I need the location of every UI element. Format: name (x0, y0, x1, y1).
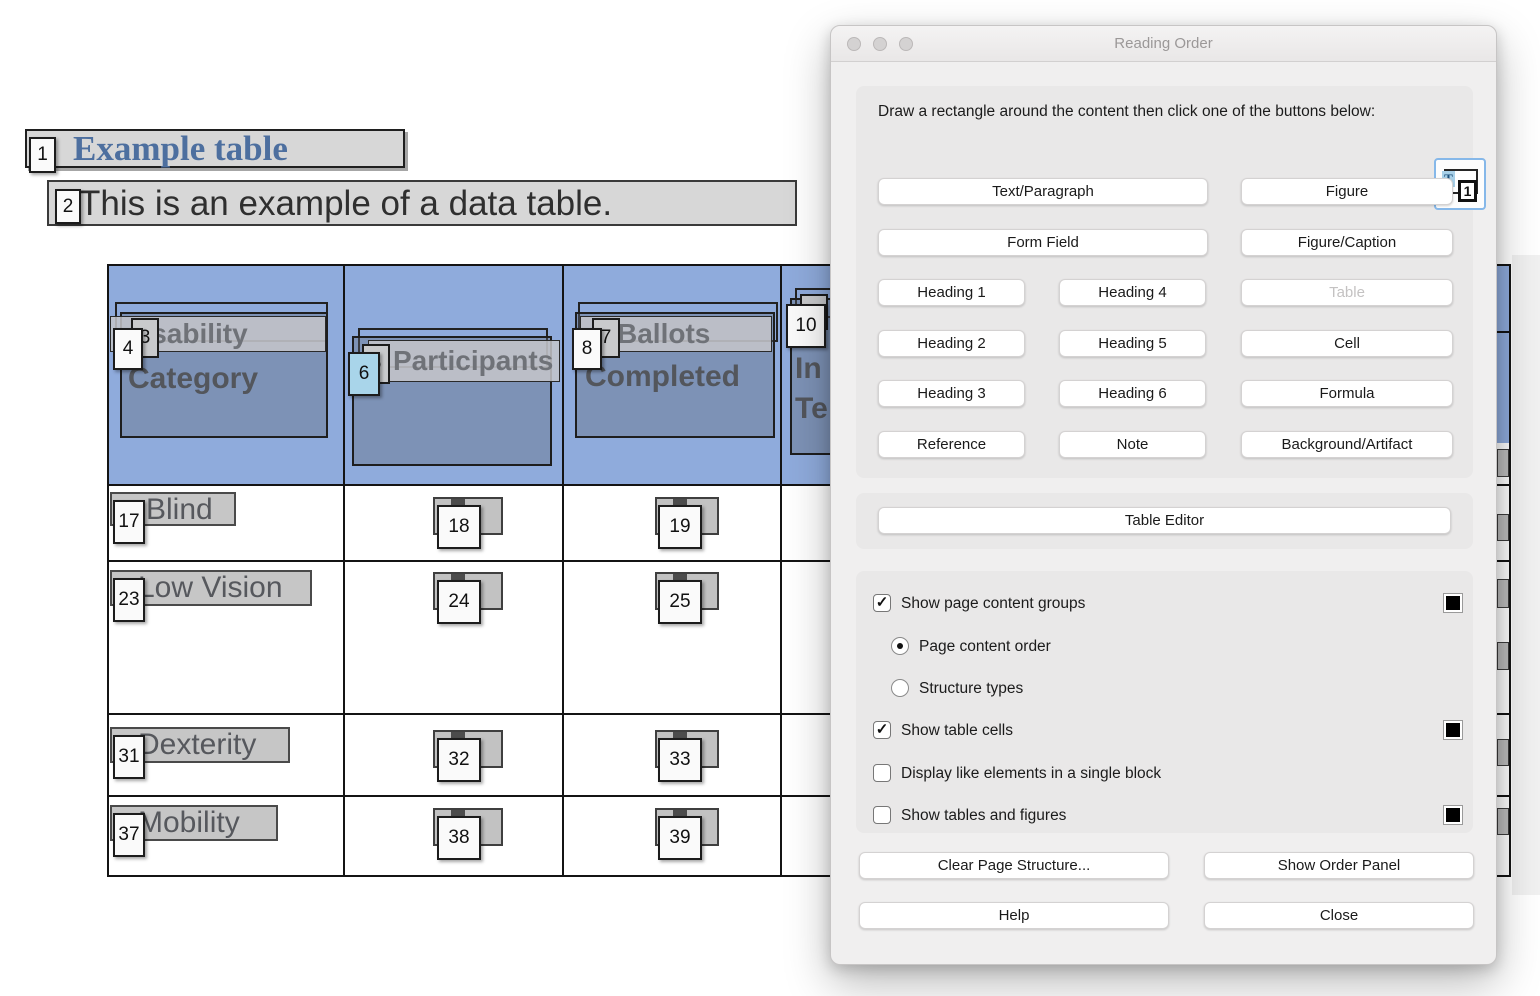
order-badge-37[interactable]: 37 (113, 813, 145, 857)
header-text-highlight[interactable]: Participants (368, 340, 560, 382)
reference-button[interactable]: Reference (878, 431, 1025, 458)
header-text-line2: Completed (585, 360, 741, 393)
options-panel: ✓ Show page content groups Page content … (856, 571, 1473, 833)
figure-caption-button[interactable]: Figure/Caption (1241, 229, 1453, 256)
cell-highlight-sliver (1497, 579, 1509, 608)
doc-paragraph: This is an example of a data table. (79, 184, 613, 223)
app-background-gutter (1512, 255, 1540, 895)
checkbox-checked[interactable]: ✓ (873, 721, 891, 739)
form-field-button[interactable]: Form Field (878, 229, 1208, 256)
zoom-button[interactable] (899, 37, 913, 51)
header-text-line2: Te (795, 392, 828, 425)
close-button[interactable] (847, 37, 861, 51)
table-grid-line (109, 560, 1509, 562)
order-badge-17[interactable]: 17 (113, 500, 145, 544)
close-dialog-button[interactable]: Close (1204, 902, 1474, 929)
table-grid-line (343, 266, 345, 875)
heading-highlight[interactable]: Example table (25, 129, 405, 168)
order-badge-32[interactable]: 32 (437, 738, 481, 782)
table-editor-panel: Table Editor (856, 493, 1473, 549)
option-display-like-elements: Display like elements in a single block (856, 763, 1473, 785)
order-badge-31[interactable]: 31 (113, 735, 145, 779)
cell-highlight-sliver (1497, 739, 1509, 766)
row-label-highlight[interactable]: Mobility (110, 805, 278, 841)
option-structure-types: Structure types (856, 678, 1473, 700)
figure-button[interactable]: Figure (1241, 178, 1453, 205)
option-show-page-content-groups: ✓ Show page content groups (856, 593, 1473, 615)
heading-1-button[interactable]: Heading 1 (878, 279, 1025, 306)
table-grid-line (109, 795, 1509, 797)
text-paragraph-button[interactable]: Text/Paragraph (878, 178, 1208, 205)
clear-page-structure-button[interactable]: Clear Page Structure... (859, 852, 1169, 879)
cell-highlight-sliver (1497, 642, 1509, 670)
order-badge-38[interactable]: 38 (437, 816, 481, 860)
table-grid-line (562, 266, 564, 875)
order-badge-19[interactable]: 19 (658, 505, 702, 549)
cell-button[interactable]: Cell (1241, 330, 1453, 357)
radio-unselected[interactable] (891, 679, 909, 697)
order-badge-10[interactable]: 10 (786, 304, 826, 348)
reading-order-dialog: Reading Order Draw a rectangle around th… (830, 25, 1497, 965)
table-sliver-line (1497, 331, 1509, 333)
row-label-highlight[interactable]: Blind (110, 492, 236, 526)
tool-icon-number-glyph: 1 (1458, 180, 1477, 202)
heading-3-button[interactable]: Heading 3 (878, 380, 1025, 407)
note-button[interactable]: Note (1059, 431, 1206, 458)
table-grid-line (109, 713, 1509, 715)
paragraph-highlight[interactable]: This is an example of a data table. (47, 180, 797, 226)
highlight-color-swatch[interactable] (1443, 593, 1463, 613)
order-badge-6-selected[interactable]: 6 (348, 352, 380, 396)
order-badge-23[interactable]: 23 (113, 578, 145, 622)
heading-6-button[interactable]: Heading 6 (1059, 380, 1206, 407)
minimize-button[interactable] (873, 37, 887, 51)
order-badge-25[interactable]: 25 (658, 580, 702, 624)
heading-5-button[interactable]: Heading 5 (1059, 330, 1206, 357)
order-badge-8[interactable]: 8 (572, 328, 602, 370)
header-text-highlight[interactable]: Usability (110, 316, 326, 352)
header-text-line2: Category (128, 362, 259, 395)
option-show-table-cells: ✓ Show table cells (856, 720, 1473, 742)
instruction-text: Draw a rectangle around the content then… (878, 103, 1376, 120)
cell-highlight-sliver (1497, 808, 1509, 835)
option-show-tables-and-figures: Show tables and figures (856, 805, 1473, 827)
heading-4-button[interactable]: Heading 4 (1059, 279, 1206, 306)
order-badge-2[interactable]: 2 (55, 189, 81, 224)
highlight-color-swatch[interactable] (1443, 720, 1463, 740)
checkbox-checked[interactable]: ✓ (873, 594, 891, 612)
order-badge-1[interactable]: 1 (29, 137, 56, 173)
table-editor-button[interactable]: Table Editor (878, 507, 1451, 534)
cell-highlight-sliver (1497, 449, 1509, 477)
order-badge-24[interactable]: 24 (437, 580, 481, 624)
dialog-titlebar[interactable]: Reading Order (831, 26, 1496, 62)
checkbox-unchecked[interactable] (873, 764, 891, 782)
dialog-title: Reading Order (1114, 35, 1213, 52)
option-page-content-order: Page content order (856, 636, 1473, 658)
order-badge-4[interactable]: 4 (113, 328, 143, 370)
checkbox-unchecked[interactable] (873, 806, 891, 824)
formula-button[interactable]: Formula (1241, 380, 1453, 407)
radio-selected[interactable] (891, 637, 909, 655)
order-badge-33[interactable]: 33 (658, 738, 702, 782)
heading-2-button[interactable]: Heading 2 (878, 330, 1025, 357)
table-grid-line (109, 484, 1509, 486)
background-artifact-button[interactable]: Background/Artifact (1241, 431, 1453, 458)
highlight-color-swatch[interactable] (1443, 805, 1463, 825)
show-order-panel-button[interactable]: Show Order Panel (1204, 852, 1474, 879)
header-text-line2: In (795, 352, 822, 385)
type-buttons-panel: Draw a rectangle around the content then… (856, 86, 1486, 478)
table-grid-line (780, 266, 782, 875)
table-button: Table (1241, 279, 1453, 306)
cell-highlight-sliver (1497, 514, 1509, 541)
order-badge-18[interactable]: 18 (437, 505, 481, 549)
help-button[interactable]: Help (859, 902, 1169, 929)
order-badge-39[interactable]: 39 (658, 816, 702, 860)
doc-heading: Example table (73, 129, 288, 168)
